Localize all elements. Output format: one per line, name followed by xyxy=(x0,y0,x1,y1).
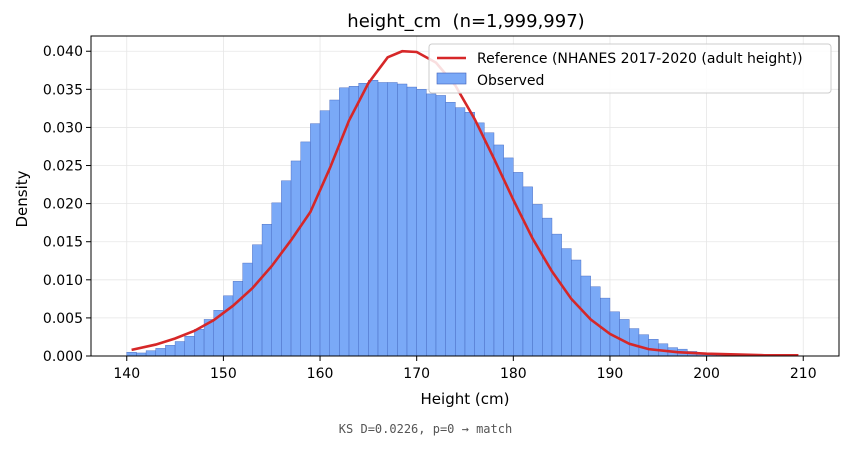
histogram-bar xyxy=(561,248,572,357)
histogram-bar xyxy=(155,348,166,357)
y-tick-label: 0.010 xyxy=(43,273,83,289)
plot-area: 140 150 160 170 180 190 200 210 0.000 0.005 0.010… xyxy=(43,35,840,382)
x-tick-label: 140 xyxy=(113,366,140,382)
x-tick-label: 200 xyxy=(693,366,720,382)
histogram-bar xyxy=(464,111,475,357)
x-tick-label: 160 xyxy=(307,366,334,382)
histogram-bar xyxy=(426,93,437,357)
x-tick-label: 150 xyxy=(210,366,237,382)
histogram-bar xyxy=(232,281,243,357)
histogram-bar xyxy=(281,180,292,357)
x-axis-ticks: 140 150 160 170 180 190 200 210 xyxy=(113,356,817,382)
histogram-bar xyxy=(406,86,417,357)
histogram-bar xyxy=(290,160,301,357)
y-tick-label: 0.025 xyxy=(43,159,83,175)
plot-frame xyxy=(90,35,840,357)
y-tick-label: 0.035 xyxy=(43,82,83,98)
histogram-bar xyxy=(174,341,185,357)
histogram-bar xyxy=(455,107,466,357)
x-tick-label: 180 xyxy=(500,366,527,382)
legend-label-observed: Observed xyxy=(477,73,544,89)
histogram-bar xyxy=(261,223,272,357)
histogram-bar xyxy=(252,244,263,357)
histogram-bar xyxy=(194,329,205,357)
histogram-bar xyxy=(484,132,495,357)
histogram-bar xyxy=(319,110,330,357)
histogram-bar xyxy=(619,319,630,357)
histogram-bar xyxy=(522,186,533,357)
histogram-bar xyxy=(126,351,137,357)
y-tick-label: 0.020 xyxy=(43,197,83,213)
y-axis-label: Density xyxy=(13,170,31,227)
y-tick-label: 0.040 xyxy=(43,44,83,60)
x-tick-label: 190 xyxy=(597,366,624,382)
y-tick-label: 0.000 xyxy=(43,349,83,365)
chart-legend: Reference (NHANES 2017-2020 (adult heigh… xyxy=(428,43,832,94)
histogram-bar xyxy=(165,345,176,357)
x-axis-label: Height (cm) xyxy=(421,390,510,408)
chart-title: height_cm (n=1,999,997) xyxy=(347,11,584,32)
x-tick-label: 170 xyxy=(403,366,430,382)
histogram-bar xyxy=(310,123,321,357)
histogram-bar xyxy=(435,95,446,357)
histogram-bar xyxy=(551,233,562,357)
histogram-bar xyxy=(184,335,195,357)
histogram-bar xyxy=(300,141,311,357)
x-tick-label: 210 xyxy=(790,366,817,382)
histogram-bar xyxy=(223,295,234,357)
histogram-bar xyxy=(145,350,156,357)
histogram-bar xyxy=(474,122,485,357)
histogram-bar xyxy=(397,83,408,357)
legend-box xyxy=(428,43,832,94)
histogram-bar xyxy=(329,99,340,357)
histogram-bar xyxy=(242,262,253,357)
y-tick-label: 0.015 xyxy=(43,235,83,251)
y-tick-label: 0.030 xyxy=(43,120,83,136)
histogram-bars xyxy=(126,79,765,357)
histogram-bar xyxy=(532,204,543,357)
y-tick-label: 0.005 xyxy=(43,311,83,327)
histogram-bar xyxy=(377,82,388,357)
legend-label-reference: Reference (NHANES 2017-2020 (adult heigh… xyxy=(477,51,803,67)
histogram-bar xyxy=(271,202,282,357)
histogram-bar xyxy=(368,79,379,357)
histogram-bar xyxy=(638,334,649,357)
histogram-bar xyxy=(348,86,359,357)
histogram-bar xyxy=(339,87,350,357)
histogram-bar xyxy=(629,328,640,357)
ks-test-footnote: KS D=0.0226, p=0 → match xyxy=(338,422,513,436)
histogram-bar xyxy=(358,83,369,357)
histogram-bar xyxy=(387,82,398,357)
y-axis-ticks: 0.000 0.005 0.010 0.015 0.020 0.025 0.030 0.035… xyxy=(43,44,91,365)
legend-patch-swatch xyxy=(436,72,467,85)
histogram-bar xyxy=(445,102,456,357)
histogram-bar xyxy=(648,339,659,357)
histogram-bar xyxy=(542,217,553,357)
histogram-bar xyxy=(416,89,427,357)
